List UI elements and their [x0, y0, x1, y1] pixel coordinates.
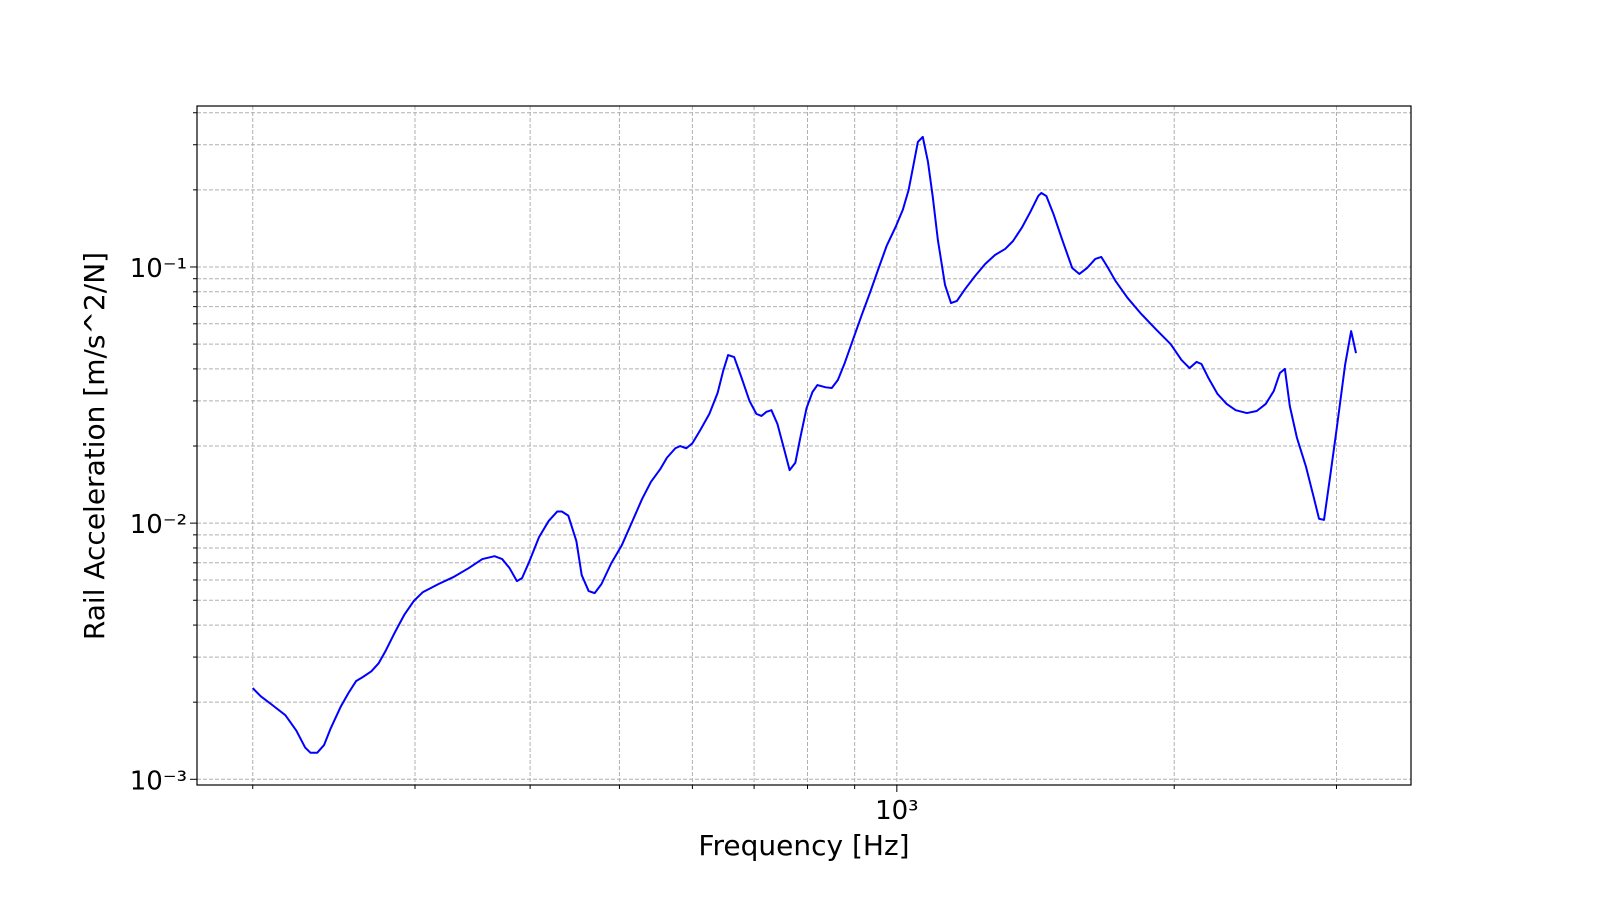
axes-frame: [196, 105, 1412, 786]
x-tick-label: 10³: [875, 796, 919, 826]
y-tick-label: 10⁻³: [130, 766, 187, 796]
grid: [197, 106, 1411, 785]
y-axis-title: Rail Acceleration [m/s^2/N]: [78, 252, 111, 640]
data-line: [252, 135, 1357, 754]
ticks: 10³ 10⁻³ 10⁻² 10⁻¹: [130, 112, 1337, 826]
y-tick-label: 10⁻¹: [130, 254, 187, 284]
plot-area: [252, 135, 1357, 754]
y-tick-label: 10⁻²: [130, 510, 187, 540]
x-axis-title: Frequency [Hz]: [698, 829, 909, 862]
